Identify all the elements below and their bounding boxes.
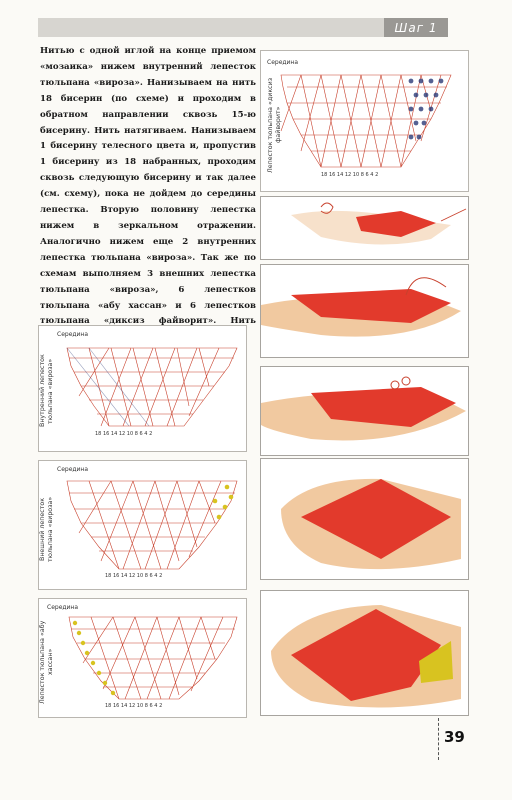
schema-viroza-inner: Середина Внутренний лепесток тюльпана «в…: [38, 325, 247, 452]
step-header-bar: [38, 18, 448, 37]
schema-abu-hassan: Середина Лепесток тюльпана «абу хассан» …: [38, 598, 247, 718]
bead-diagram: [280, 74, 452, 168]
schema-viroza-outer: Середина Внешний лепесток тюльпана «виро…: [38, 460, 247, 590]
row-numbers: 18 16 14 12 10 8 6 4 2: [105, 703, 163, 709]
bead-diagram: [68, 616, 238, 700]
photo-step-5: [260, 590, 469, 716]
schema-caption: Внутренний лепесток тюльпана «вироза»: [39, 354, 54, 428]
schema-dixie-favorite: Середина Лепесток тюльпана «диксиз файво…: [260, 50, 469, 192]
middle-label: Середина: [57, 331, 89, 338]
photo-step-4: [260, 458, 469, 580]
schema-caption: Лепесток тюльпана «абу хассан»: [39, 620, 54, 704]
bead-diagram: [66, 347, 238, 427]
photo-step-2: [260, 264, 469, 358]
row-numbers: 18 16 14 12 10 8 6 4 2: [95, 431, 153, 437]
row-numbers: 18 16 14 12 10 8 6 4 2: [105, 573, 163, 579]
photo-step-3: [260, 366, 469, 456]
instructions-text: Нитью с одной иглой на конце приемом «мо…: [40, 46, 256, 342]
row-numbers: 18 16 14 12 10 8 6 4 2: [321, 172, 379, 178]
photo-step-1: [260, 196, 469, 260]
page-number-divider: [438, 718, 440, 760]
bead-diagram: [66, 480, 238, 570]
page-number: 39: [444, 728, 465, 746]
middle-label: Середина: [47, 604, 79, 611]
middle-label: Середина: [57, 466, 89, 473]
step-label: Шаг 1: [384, 18, 448, 37]
schema-caption: Лепесток тюльпана «диксиз файворит»: [267, 77, 282, 173]
schema-caption: Внешний лепесток тюльпана «вироза»: [39, 496, 54, 562]
middle-label: Середина: [267, 59, 299, 66]
